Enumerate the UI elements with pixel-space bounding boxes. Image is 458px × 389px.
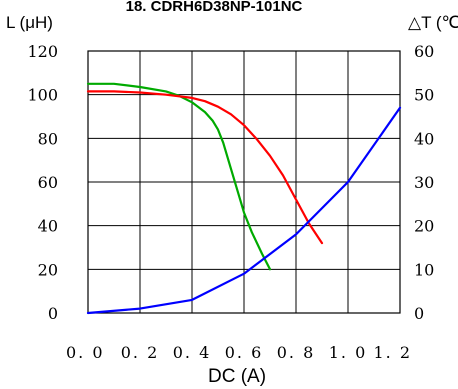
- left-axis-label: L (μH): [6, 13, 53, 32]
- left-tick-label: 100: [27, 86, 58, 105]
- right-tick-label: 40: [414, 129, 434, 148]
- right-tick-label: 10: [414, 260, 434, 279]
- left-tick-label: 40: [38, 217, 58, 236]
- chart-title: 18. CDRH6D38NP-101NC: [126, 0, 303, 15]
- left-tick-labels: 0 20 40 60 80 100 120: [27, 42, 58, 323]
- x-tick-label: 0. 2: [121, 343, 160, 362]
- right-tick-label: 20: [414, 217, 434, 236]
- left-tick-label: 20: [38, 260, 58, 279]
- x-tick-label: 0. 6: [225, 343, 264, 362]
- grid: [88, 51, 400, 313]
- left-tick-label: 0: [48, 304, 58, 323]
- left-tick-label: 120: [27, 42, 58, 61]
- series-lines: [86, 82, 402, 315]
- x-tick-labels: 0. 0 0. 2 0. 4 0. 6 0. 8 1. 0 1. 2: [66, 343, 412, 362]
- left-tick-label: 60: [38, 173, 58, 192]
- right-tick-label: 60: [414, 42, 434, 61]
- right-tick-label: 30: [414, 173, 434, 192]
- x-tick-label: 0. 0: [66, 343, 105, 362]
- x-tick-label: 0. 4: [173, 343, 212, 362]
- right-tick-labels: 0 10 20 30 40 50 60: [414, 42, 434, 323]
- red-series-line: [86, 90, 324, 245]
- x-tick-label: 1. 0: [329, 343, 368, 362]
- green-series-line: [86, 82, 272, 271]
- right-tick-label: 50: [414, 86, 434, 105]
- right-tick-label: 0: [414, 304, 424, 323]
- blue-series-line: [86, 106, 402, 315]
- right-axis-label: △T (℃): [408, 13, 458, 32]
- x-axis-label: DC (A): [208, 366, 266, 387]
- x-tick-label: 0. 8: [277, 343, 316, 362]
- left-tick-label: 80: [38, 129, 58, 148]
- x-tick-label: 1. 2: [373, 343, 412, 362]
